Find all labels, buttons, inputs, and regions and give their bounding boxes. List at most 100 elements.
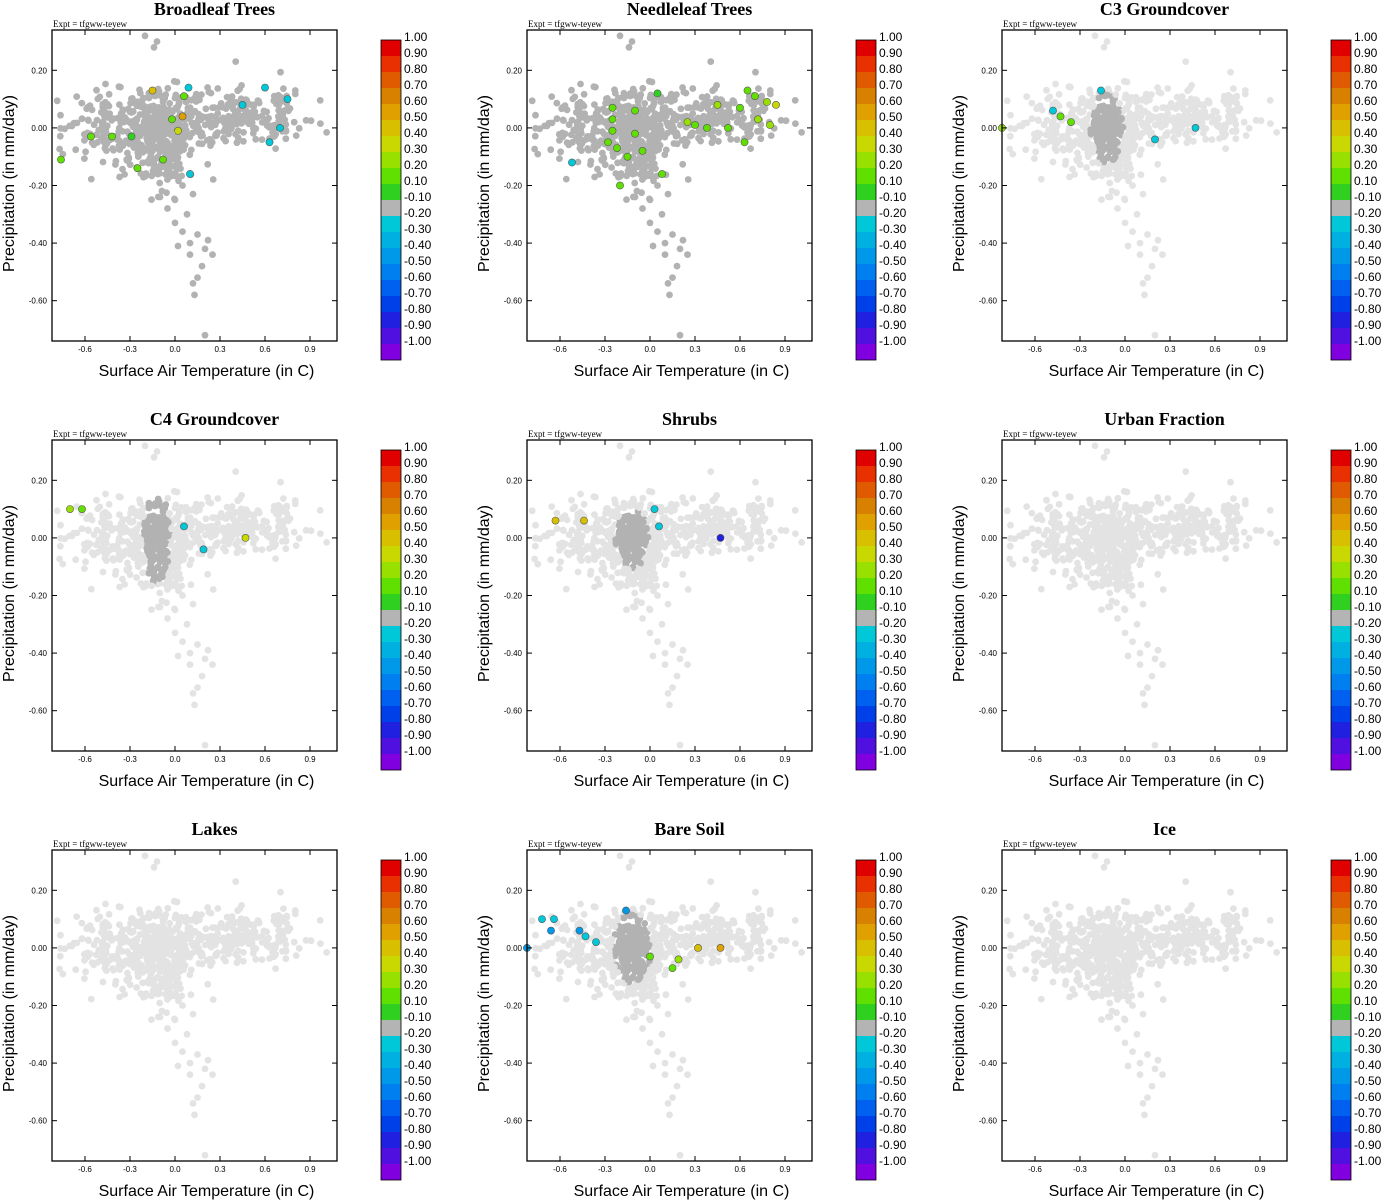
background-point <box>101 554 109 562</box>
background-point <box>138 97 146 105</box>
background-point <box>141 527 148 535</box>
background-point <box>738 122 746 129</box>
background-point <box>85 527 92 534</box>
colorbar-label: -0.40 <box>1354 238 1382 252</box>
colorbar-bin <box>856 296 876 312</box>
background-point <box>192 98 200 105</box>
colorbar-bin <box>381 168 401 184</box>
colorbar-bin <box>1331 120 1351 136</box>
background-point <box>639 122 647 130</box>
background-point <box>1051 554 1059 562</box>
colorbar-bin <box>856 546 876 562</box>
background-point <box>1136 543 1144 551</box>
background-point <box>123 567 131 574</box>
background-point <box>669 641 676 648</box>
background-point <box>1089 159 1096 167</box>
background-point <box>171 564 179 572</box>
background-point <box>616 442 624 450</box>
background-point <box>1084 153 1092 161</box>
background-point <box>718 117 726 125</box>
background-point <box>609 153 617 161</box>
background-point <box>591 547 598 554</box>
background-point <box>1095 504 1103 512</box>
background-point <box>171 196 179 204</box>
background-point <box>155 163 163 170</box>
highlight-point <box>631 129 639 138</box>
colorbar-bin <box>381 136 401 152</box>
colorbar-bin <box>1331 104 1351 120</box>
background-point <box>630 163 638 170</box>
x-axis-label: Surface Air Temperature (in C) <box>99 363 315 380</box>
background-point <box>189 690 197 697</box>
background-point <box>584 145 591 152</box>
background-point <box>94 138 101 146</box>
colorbar-label: -0.50 <box>1354 254 1382 268</box>
background-point <box>646 629 654 637</box>
background-point <box>640 570 648 578</box>
background-point <box>117 493 124 501</box>
background-point <box>78 115 86 123</box>
background-point <box>115 124 123 132</box>
background-point <box>650 160 658 168</box>
background-point <box>1036 130 1044 138</box>
colorbar-bin <box>381 104 401 120</box>
background-point <box>635 155 643 163</box>
background-point <box>735 517 743 525</box>
background-point <box>1031 155 1038 163</box>
background-point <box>166 167 173 175</box>
background-point <box>655 556 662 563</box>
background-point <box>620 94 628 102</box>
background-point <box>1139 190 1147 198</box>
background-point <box>1146 523 1154 530</box>
background-point <box>676 245 684 253</box>
highlight-point <box>754 115 762 124</box>
background-point <box>153 38 161 45</box>
y-axis-label: Precipitation (in mm/day) <box>476 95 493 272</box>
background-point <box>616 111 623 118</box>
colorbar-bin <box>856 610 876 626</box>
background-point <box>631 193 639 201</box>
background-point <box>156 193 164 201</box>
background-point <box>1031 547 1038 554</box>
colorbar-bin <box>1331 216 1351 232</box>
y-tick-label: 0.00 <box>506 124 522 133</box>
background-point <box>565 531 573 539</box>
y-tick-label: -0.40 <box>504 649 523 658</box>
background-point <box>211 132 219 140</box>
background-point <box>139 148 147 156</box>
background-point <box>1055 90 1063 98</box>
background-point <box>1052 80 1059 88</box>
background-point <box>1241 497 1249 504</box>
y-axis-label: Precipitation (in mm/day) <box>951 95 968 272</box>
background-point <box>1136 104 1144 112</box>
background-point <box>1098 196 1105 204</box>
background-point <box>72 556 80 564</box>
colorbar-label: -0.10 <box>1354 600 1382 614</box>
background-point <box>163 599 170 607</box>
background-point <box>136 513 144 520</box>
expt-label: Expt = tfgww-teyew <box>1003 429 1078 439</box>
expt-label: Expt = tfgww-teyew <box>1003 19 1078 29</box>
background-point <box>258 546 266 553</box>
background-point <box>746 132 753 140</box>
background-point <box>646 547 653 555</box>
background-point <box>187 556 195 564</box>
background-point <box>242 518 250 525</box>
background-point <box>157 516 165 524</box>
background-point <box>1230 85 1237 92</box>
background-point <box>1123 78 1131 86</box>
background-point <box>139 569 147 577</box>
background-point <box>151 92 159 100</box>
colorbar-label: 0.70 <box>879 488 903 502</box>
background-point <box>639 176 646 183</box>
x-tick-label: 0.0 <box>169 345 181 354</box>
background-point <box>679 236 687 244</box>
background-point <box>1139 280 1147 287</box>
background-point <box>186 514 194 522</box>
background-point <box>1085 553 1093 561</box>
background-point <box>528 97 536 105</box>
colorbar-bin <box>856 264 876 280</box>
colorbar-label: -0.90 <box>404 318 432 332</box>
background-point <box>1157 499 1165 507</box>
highlight-point <box>184 83 193 92</box>
